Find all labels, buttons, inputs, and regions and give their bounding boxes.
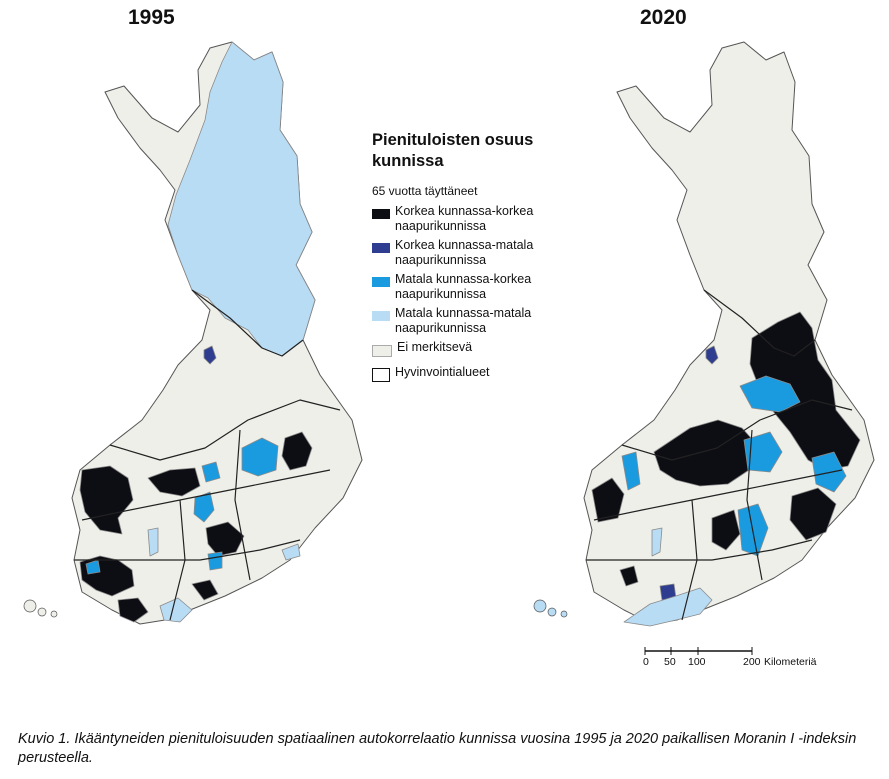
- scale-tick-100: 100: [688, 656, 706, 668]
- legend-label: Korkea kunnassa-korkea naapurikunnissa: [395, 204, 534, 233]
- region-blue-central: [193, 491, 215, 523]
- boundary-2020-d: [586, 539, 813, 561]
- boundary-2020-a: [703, 289, 816, 357]
- region-black-east: [281, 431, 313, 471]
- island-2020-b: [547, 607, 557, 617]
- legend-item-low-high: Matala kunnassa-korkea naapurikunnissa: [372, 272, 602, 302]
- legend-item-high-high: Korkea kunnassa-korkea naapurikunnissa: [372, 204, 602, 234]
- boundary-2020-b: [621, 399, 853, 461]
- boundary-1995-a: [191, 289, 304, 357]
- boundary-1995-c: [81, 469, 331, 521]
- region-blue-east: [241, 437, 279, 477]
- map-legend: Pienituloisten osuus kunnissa 65 vuotta …: [372, 130, 602, 386]
- map-title-2020: 2020: [640, 6, 687, 29]
- region-blue-west: [85, 559, 101, 575]
- region-blue-savo: [743, 431, 783, 473]
- legend-item-not-significant: Ei merkitsevä: [372, 340, 602, 357]
- scale-unit: Kilometeriä: [764, 656, 817, 668]
- region-black-savo-2020: [711, 509, 741, 551]
- island-2020-a: [533, 599, 547, 613]
- scale-bar: 0 50 100 200 Kilometeriä: [640, 644, 840, 674]
- region-blue-oulu: [739, 375, 801, 413]
- boundary-1995-b: [109, 399, 341, 461]
- region-blue-north-central: [201, 461, 221, 483]
- legend-item-low-low: Matala kunnassa-matala naapurikunnissa: [372, 306, 602, 336]
- legend-label: Hyvinvointialueet: [395, 365, 490, 379]
- region-lightblue-middle: [147, 527, 159, 557]
- region-darkblue-north-2020: [705, 345, 719, 365]
- legend-item-welfare-areas: Hyvinvointialueet: [372, 365, 602, 382]
- scale-tick-200: 200: [743, 656, 761, 668]
- scale-tick-0: 0: [643, 656, 649, 668]
- island-1995-b: [37, 607, 47, 617]
- region-black-south: [117, 597, 149, 623]
- legend-swatch-welfare-areas: [372, 368, 390, 382]
- boundary-1995-e: [169, 499, 186, 621]
- region-black-savo: [205, 521, 245, 557]
- region-black-karelia: [789, 487, 837, 541]
- legend-swatch-not-significant: [372, 345, 392, 357]
- legend-swatch-low-low: [372, 311, 390, 321]
- region-black-central: [147, 467, 201, 497]
- boundary-2020-e: [681, 499, 698, 621]
- island-2020-c: [560, 610, 568, 618]
- island-1995-c: [50, 610, 58, 618]
- legend-item-high-low: Korkea kunnassa-matala naapurikunnissa: [372, 238, 602, 268]
- legend-label: Ei merkitsevä: [397, 340, 473, 354]
- legend-label: Matala kunnassa-matala naapurikunnissa: [395, 306, 532, 335]
- island-1995-a: [23, 599, 37, 613]
- region-lightblue-middle-2020: [651, 527, 663, 557]
- boundary-1995-f: [234, 429, 251, 581]
- legend-title: Pienituloisten osuus kunnissa: [372, 131, 534, 170]
- region-black-ostrobothnia: [79, 465, 134, 535]
- scale-bar-graphic: [644, 647, 753, 655]
- region-black-south-2020: [619, 565, 639, 587]
- legend-swatch-high-low: [372, 243, 390, 253]
- region-lightblue-southeast: [281, 543, 301, 561]
- region-black-southeast: [191, 579, 219, 601]
- region-lightblue-coast: [623, 587, 713, 627]
- region-darkblue-1995: [203, 345, 217, 365]
- legend-subtitle: 65 vuotta täyttäneet: [372, 184, 478, 198]
- figure-caption: Kuvio 1. Ikääntyneiden pienituloisuuden …: [18, 731, 857, 766]
- legend-swatch-high-high: [372, 209, 390, 219]
- boundary-2020-c: [593, 469, 843, 521]
- boundary-1995-d: [74, 539, 301, 561]
- region-blue-west-2020: [621, 451, 641, 491]
- legend-label: Matala kunnassa-korkea naapurikunnissa: [395, 272, 532, 301]
- map-title-1995: 1995: [128, 6, 175, 29]
- boundary-2020-f: [746, 429, 763, 581]
- scale-tick-50: 50: [664, 656, 676, 668]
- legend-swatch-low-high: [372, 277, 390, 287]
- region-black-ostrobothnia-2020: [591, 477, 625, 523]
- legend-label: Korkea kunnassa-matala naapurikunnissa: [395, 238, 534, 267]
